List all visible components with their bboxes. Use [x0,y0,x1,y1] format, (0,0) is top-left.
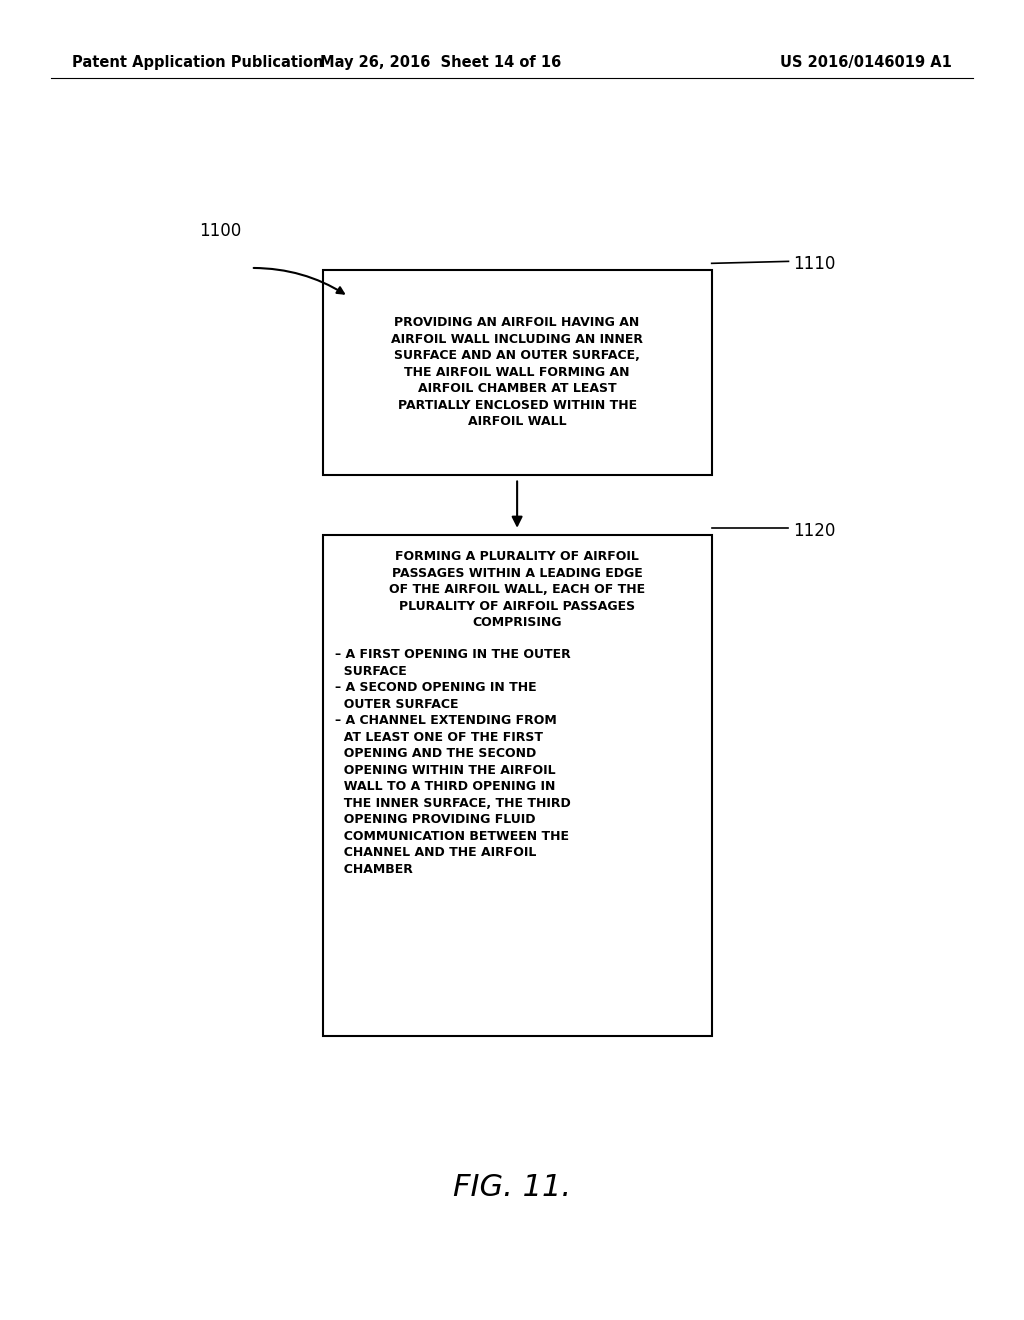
Text: 1100: 1100 [199,222,242,240]
Text: US 2016/0146019 A1: US 2016/0146019 A1 [780,54,952,70]
Text: FIG. 11.: FIG. 11. [453,1173,571,1203]
Bar [323,271,712,475]
Bar [323,535,712,1036]
Text: 1110: 1110 [794,255,836,273]
Text: Patent Application Publication: Patent Application Publication [72,54,324,70]
Text: May 26, 2016  Sheet 14 of 16: May 26, 2016 Sheet 14 of 16 [319,54,561,70]
Text: FORMING A PLURALITY OF AIRFOIL
PASSAGES WITHIN A LEADING EDGE
OF THE AIRFOIL WAL: FORMING A PLURALITY OF AIRFOIL PASSAGES … [389,550,645,630]
Text: 1120: 1120 [794,521,836,540]
Text: – A FIRST OPENING IN THE OUTER
  SURFACE
– A SECOND OPENING IN THE
  OUTER SURFA: – A FIRST OPENING IN THE OUTER SURFACE –… [335,648,570,875]
Text: PROVIDING AN AIRFOIL HAVING AN
AIRFOIL WALL INCLUDING AN INNER
SURFACE AND AN OU: PROVIDING AN AIRFOIL HAVING AN AIRFOIL W… [391,317,643,428]
